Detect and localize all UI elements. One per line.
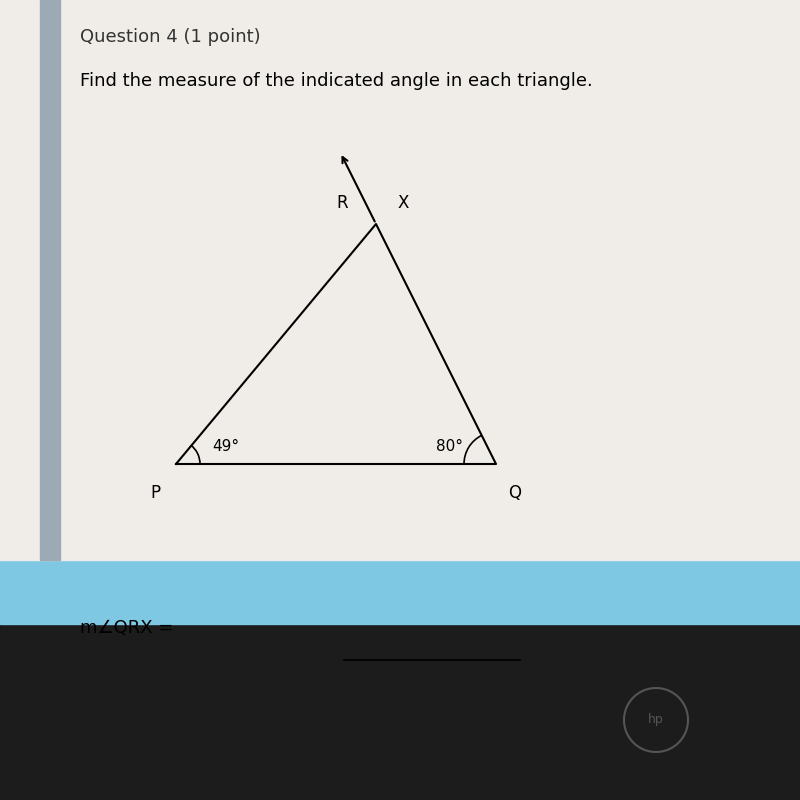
Text: Question 4 (1 point): Question 4 (1 point)	[80, 28, 261, 46]
Text: Find the measure of the indicated angle in each triangle.: Find the measure of the indicated angle …	[80, 72, 593, 90]
Text: Q: Q	[508, 484, 521, 502]
Text: 80°: 80°	[436, 438, 463, 454]
Text: hp: hp	[648, 714, 664, 726]
Text: R: R	[336, 194, 348, 212]
Text: m∠QRX =: m∠QRX =	[80, 619, 179, 637]
Bar	[0, 0, 800, 560]
Text: 49°: 49°	[212, 438, 239, 454]
Text: P: P	[150, 484, 160, 502]
Bar	[40, 0, 60, 560]
Text: X: X	[398, 194, 409, 212]
Bar	[0, 560, 800, 624]
Bar	[0, 624, 800, 800]
